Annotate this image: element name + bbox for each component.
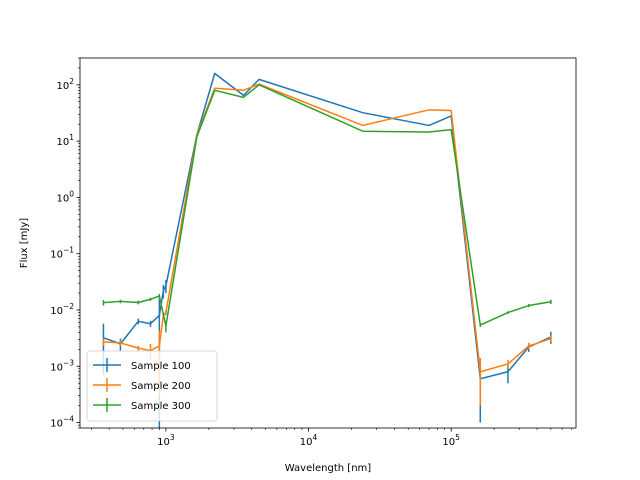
x-axis: 103 104 105	[90, 428, 573, 448]
legend-label: Sample 100	[131, 361, 191, 372]
series-line-2	[103, 83, 552, 373]
y-tick-label: 102	[56, 77, 74, 92]
y-tick-label: 101	[56, 133, 74, 148]
legend-label: Sample 300	[131, 401, 191, 412]
y-tick-label: 100	[56, 189, 74, 204]
x-tick-label: 103	[157, 433, 175, 448]
legend-label: Sample 200	[131, 381, 191, 392]
series-line-1	[103, 72, 552, 380]
x-tick-label: 105	[442, 433, 460, 448]
x-axis-label: Wavelength [nm]	[285, 463, 371, 474]
plot-area	[102, 72, 552, 428]
legend: Sample 100 Sample 200 Sample 300	[86, 350, 218, 422]
y-tick-label: 10−3	[50, 358, 74, 373]
y-tick-label: 10−1	[50, 246, 74, 261]
y-axis-label: Flux [mJy]	[19, 218, 30, 268]
series-line-3	[103, 84, 552, 327]
plot-frame	[79, 57, 577, 429]
y-tick-label: 10−4	[50, 415, 74, 430]
y-tick-label: 10−2	[50, 302, 74, 317]
x-tick-label: 104	[300, 433, 318, 448]
legend-box	[86, 350, 218, 422]
y-axis: 10−4 10−3 10−2 10−1 100 101 102	[50, 57, 80, 430]
